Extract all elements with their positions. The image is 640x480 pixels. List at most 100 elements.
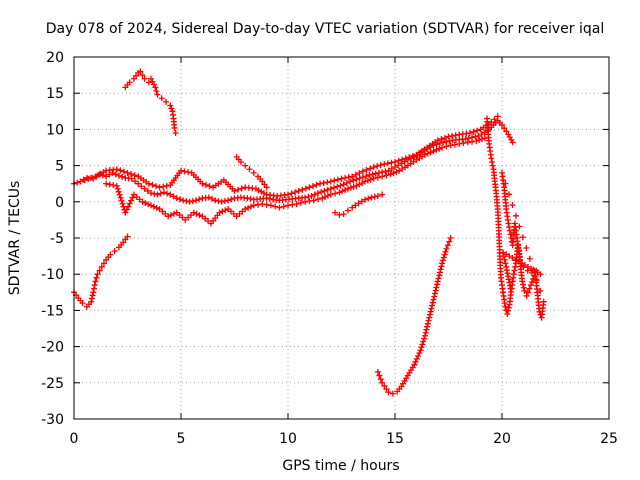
data-point xyxy=(172,130,179,137)
data-point xyxy=(168,212,175,219)
data-point xyxy=(190,209,197,216)
data-point xyxy=(352,171,359,178)
data-point xyxy=(503,128,510,135)
data-point xyxy=(440,139,447,146)
data-point xyxy=(222,207,229,214)
data-point xyxy=(505,191,512,198)
data-point xyxy=(433,146,440,153)
data-point xyxy=(285,191,291,198)
data-point xyxy=(151,190,158,197)
data-point xyxy=(456,140,463,147)
data-point xyxy=(90,289,97,296)
data-point xyxy=(116,191,123,198)
data-point xyxy=(395,157,402,164)
data-point xyxy=(314,196,321,203)
data-point xyxy=(523,245,530,252)
data-point xyxy=(509,202,516,209)
data-point xyxy=(488,155,495,162)
data-point xyxy=(462,135,469,142)
data-point xyxy=(91,282,98,289)
data-point xyxy=(426,314,433,321)
data-point xyxy=(345,174,352,181)
data-point xyxy=(111,248,118,255)
data-point xyxy=(103,180,110,187)
data-point xyxy=(367,165,374,172)
data-point xyxy=(367,176,374,183)
data-point xyxy=(502,260,509,267)
data-point xyxy=(90,285,97,292)
data-point xyxy=(178,167,184,174)
data-point xyxy=(390,170,397,177)
data-point xyxy=(374,174,381,181)
data-point xyxy=(115,188,122,195)
series-high-arc xyxy=(122,68,179,137)
data-point xyxy=(439,260,446,267)
data-point xyxy=(435,275,442,282)
data-point xyxy=(417,347,424,354)
data-point xyxy=(280,203,287,210)
data-point xyxy=(272,203,279,210)
data-point xyxy=(501,256,508,263)
data-point xyxy=(205,194,212,201)
data-point xyxy=(120,168,127,175)
data-point xyxy=(215,198,222,205)
data-point xyxy=(125,203,132,210)
data-point xyxy=(113,166,120,173)
data-point xyxy=(342,186,349,193)
data-point xyxy=(418,344,425,351)
data-point xyxy=(489,162,496,169)
data-point xyxy=(289,201,296,208)
data-point xyxy=(293,200,300,207)
data-point xyxy=(525,289,532,296)
data-point xyxy=(196,212,203,219)
data-point xyxy=(142,200,149,207)
data-point xyxy=(421,335,428,342)
data-point xyxy=(446,238,453,245)
data-point xyxy=(432,287,439,294)
x-tick-label: 20 xyxy=(493,431,511,447)
data-point xyxy=(113,182,120,189)
data-point xyxy=(158,95,165,102)
data-point xyxy=(247,203,254,210)
data-point xyxy=(409,152,416,159)
data-point xyxy=(434,278,441,285)
data-point xyxy=(135,180,142,187)
data-point xyxy=(481,129,488,136)
data-point xyxy=(192,197,199,204)
data-point xyxy=(160,189,167,196)
series-main-band-lower xyxy=(103,135,488,227)
data-point xyxy=(465,135,472,142)
grid-layer xyxy=(74,57,609,419)
data-point xyxy=(439,144,446,151)
data-point xyxy=(128,171,135,178)
data-point xyxy=(449,132,456,139)
data-point xyxy=(77,178,84,185)
data-point xyxy=(202,181,209,188)
data-point xyxy=(139,198,146,205)
data-point xyxy=(302,185,309,192)
data-point xyxy=(349,173,356,180)
data-point xyxy=(430,148,437,155)
series-early-negative-arc xyxy=(71,233,131,310)
data-point xyxy=(81,177,88,184)
data-point xyxy=(476,137,483,144)
data-point xyxy=(245,204,252,211)
data-point xyxy=(506,227,513,234)
data-point xyxy=(231,187,238,194)
data-point xyxy=(347,178,354,185)
data-point xyxy=(181,168,188,175)
data-point xyxy=(515,258,522,265)
data-point xyxy=(320,179,327,186)
data-point xyxy=(364,177,371,184)
data-point xyxy=(141,185,148,192)
data-point xyxy=(153,204,160,211)
data-point xyxy=(434,281,441,288)
x-tick-label: 10 xyxy=(279,431,297,447)
data-point xyxy=(225,197,232,204)
data-point xyxy=(199,180,206,187)
data-point xyxy=(421,151,428,158)
data-point xyxy=(295,187,302,194)
data-point xyxy=(412,358,419,365)
data-point xyxy=(340,181,347,188)
data-point xyxy=(340,211,347,218)
